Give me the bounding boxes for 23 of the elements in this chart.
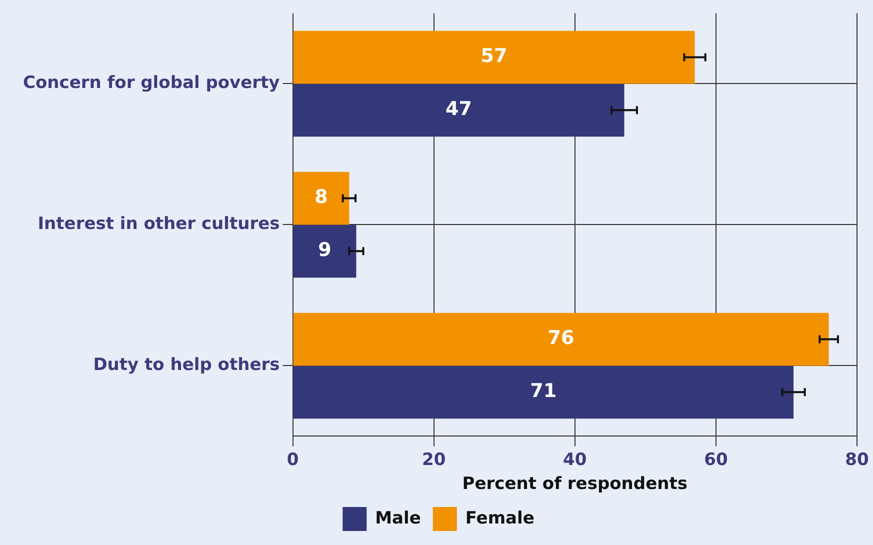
data-label: 76	[548, 327, 574, 350]
data-label: 47	[446, 98, 472, 120]
data-label: 9	[318, 239, 332, 262]
bar	[293, 84, 624, 137]
x-tick-label: 0	[286, 450, 299, 470]
x-axis-title: Percent of respondents	[462, 474, 688, 494]
bar	[293, 366, 794, 419]
y-tick-label: Interest in other cultures	[38, 214, 280, 234]
x-tick-label: 20	[422, 450, 446, 470]
x-tick-label: 60	[704, 450, 728, 470]
y-tick-label: Duty to help others	[93, 355, 280, 376]
bar	[293, 30, 695, 84]
legend-label: Male	[375, 508, 421, 528]
bar	[293, 312, 829, 366]
legend-label: Female	[465, 508, 534, 528]
x-tick-label: 40	[563, 450, 587, 470]
data-label: 8	[314, 186, 328, 208]
y-tick-label: Concern for global poverty	[22, 73, 280, 94]
data-label: 71	[530, 380, 557, 402]
x-tick-label: 80	[845, 450, 869, 470]
bar	[293, 172, 350, 225]
bar	[293, 224, 356, 278]
data-label: 57	[480, 45, 508, 68]
